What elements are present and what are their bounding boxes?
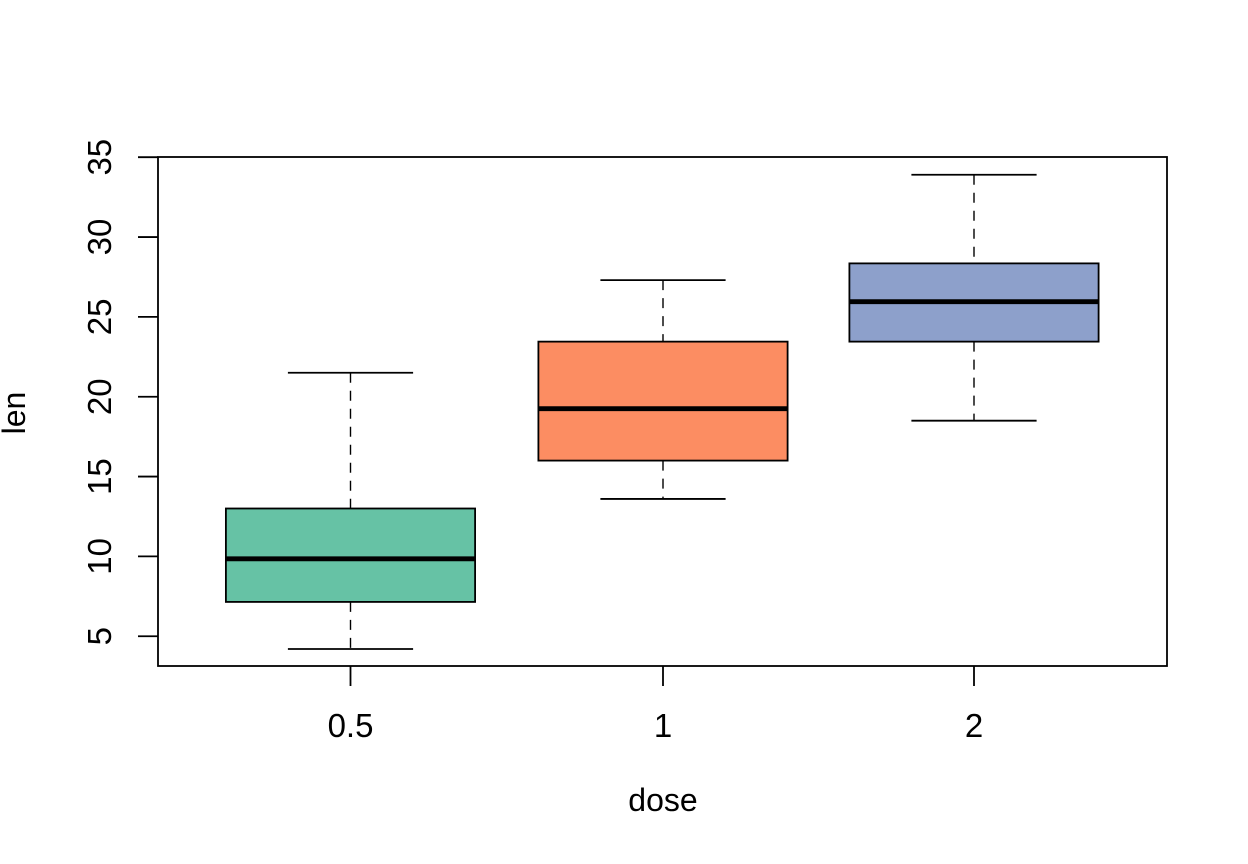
svg-text:0.5: 0.5 [328,707,374,744]
svg-text:len: len [0,392,32,435]
svg-text:30: 30 [81,219,118,256]
svg-text:2: 2 [965,707,983,744]
svg-text:15: 15 [81,458,118,495]
svg-text:dose: dose [628,782,697,818]
svg-text:1: 1 [654,707,672,744]
svg-text:10: 10 [81,538,118,575]
svg-text:20: 20 [81,378,118,415]
svg-text:35: 35 [81,139,118,176]
svg-text:5: 5 [81,627,118,645]
svg-text:25: 25 [81,299,118,336]
